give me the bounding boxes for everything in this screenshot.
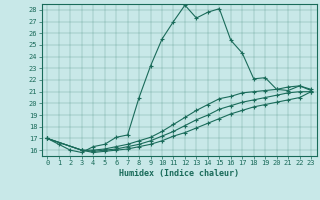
X-axis label: Humidex (Indice chaleur): Humidex (Indice chaleur) bbox=[119, 169, 239, 178]
